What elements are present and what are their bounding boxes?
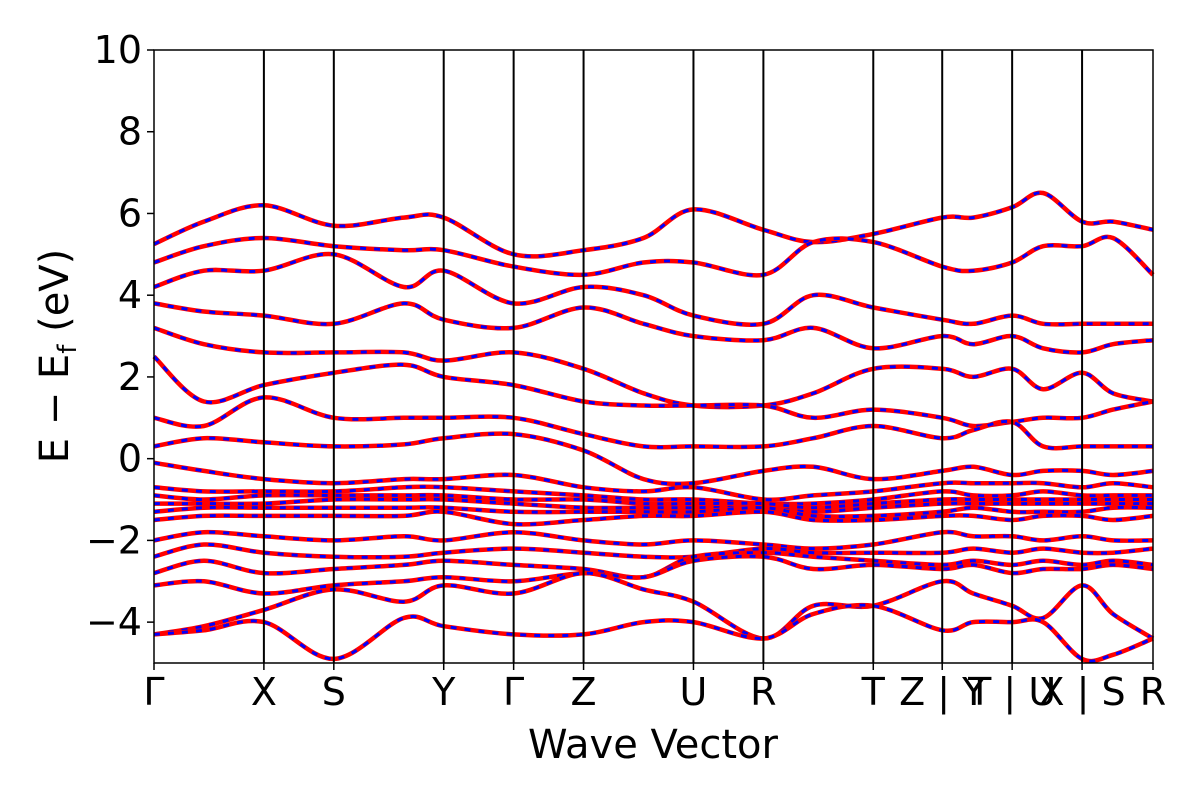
x-tick-label: Γ — [503, 670, 524, 714]
band-line — [153, 529, 1154, 551]
band-line-dashed — [153, 505, 1154, 519]
x-tick-label: T | U — [967, 670, 1056, 715]
x-tick-label: Y — [431, 670, 456, 714]
band-line-dashed — [153, 191, 1154, 258]
band-line — [153, 554, 1154, 596]
band-line — [153, 325, 1154, 410]
band-line-dashed — [152, 355, 1154, 428]
bands-layer — [152, 190, 1155, 664]
y-axis-title-main: E − E — [32, 354, 78, 464]
band-line-dashed — [153, 530, 1154, 551]
plot-frame — [153, 49, 1154, 664]
x-tick-label: X | S — [1039, 670, 1126, 715]
x-tick-label: R — [1140, 670, 1166, 714]
band-line-dashed — [153, 235, 1155, 277]
band-line-dashed — [153, 603, 1154, 663]
y-tick-label: 2 — [118, 355, 142, 399]
band-line-dashed — [153, 252, 1153, 327]
band-line — [153, 602, 1154, 664]
x-tick-label: R — [750, 670, 776, 714]
band-line-dashed — [153, 510, 1154, 526]
y-tick-label: 4 — [118, 273, 142, 317]
y-tick-label: 10 — [94, 28, 142, 72]
y-tick-label: 6 — [118, 191, 142, 235]
x-tick-label: X — [251, 670, 277, 714]
band-line — [153, 550, 1154, 580]
y-axis-title: E − Ef (eV) — [32, 249, 83, 464]
band-line — [153, 542, 1154, 560]
band-line — [152, 354, 1154, 429]
band-line-dashed — [153, 395, 1153, 450]
x-axis-title: Wave Vector — [528, 722, 779, 768]
x-tick-label: T — [861, 670, 886, 714]
x-tick-label: Z | Y — [899, 670, 986, 715]
band-line — [153, 234, 1155, 278]
y-axis-title-subscript: f — [53, 344, 83, 354]
band-line-dashed — [153, 461, 1154, 502]
band-line — [153, 570, 1155, 641]
y-axis-title-tail: (eV) — [32, 249, 78, 345]
band-line-dashed — [153, 571, 1154, 641]
band-line-dashed — [153, 432, 1154, 486]
band-line — [153, 431, 1154, 487]
y-tick-label: −4 — [86, 600, 142, 644]
x-tick-label: Γ — [143, 670, 164, 714]
y-tick-label: 0 — [118, 437, 142, 481]
x-tick-label: S — [322, 670, 346, 714]
y-ticks: −4 −2 0 2 4 6 8 10 — [86, 28, 154, 644]
band-line-dashed — [154, 497, 1153, 514]
band-line — [153, 301, 1154, 355]
band-line-dashed — [153, 485, 1153, 506]
band-line — [153, 190, 1154, 259]
x-tick-label: Z — [571, 670, 597, 714]
y-tick-label: 8 — [118, 110, 142, 154]
y-tick-label: −2 — [86, 518, 142, 562]
band-line-dashed — [153, 493, 1153, 510]
x-tick-label: U — [680, 670, 708, 714]
kpoint-lines — [262, 50, 1084, 663]
band-line-dashed — [153, 554, 1154, 596]
